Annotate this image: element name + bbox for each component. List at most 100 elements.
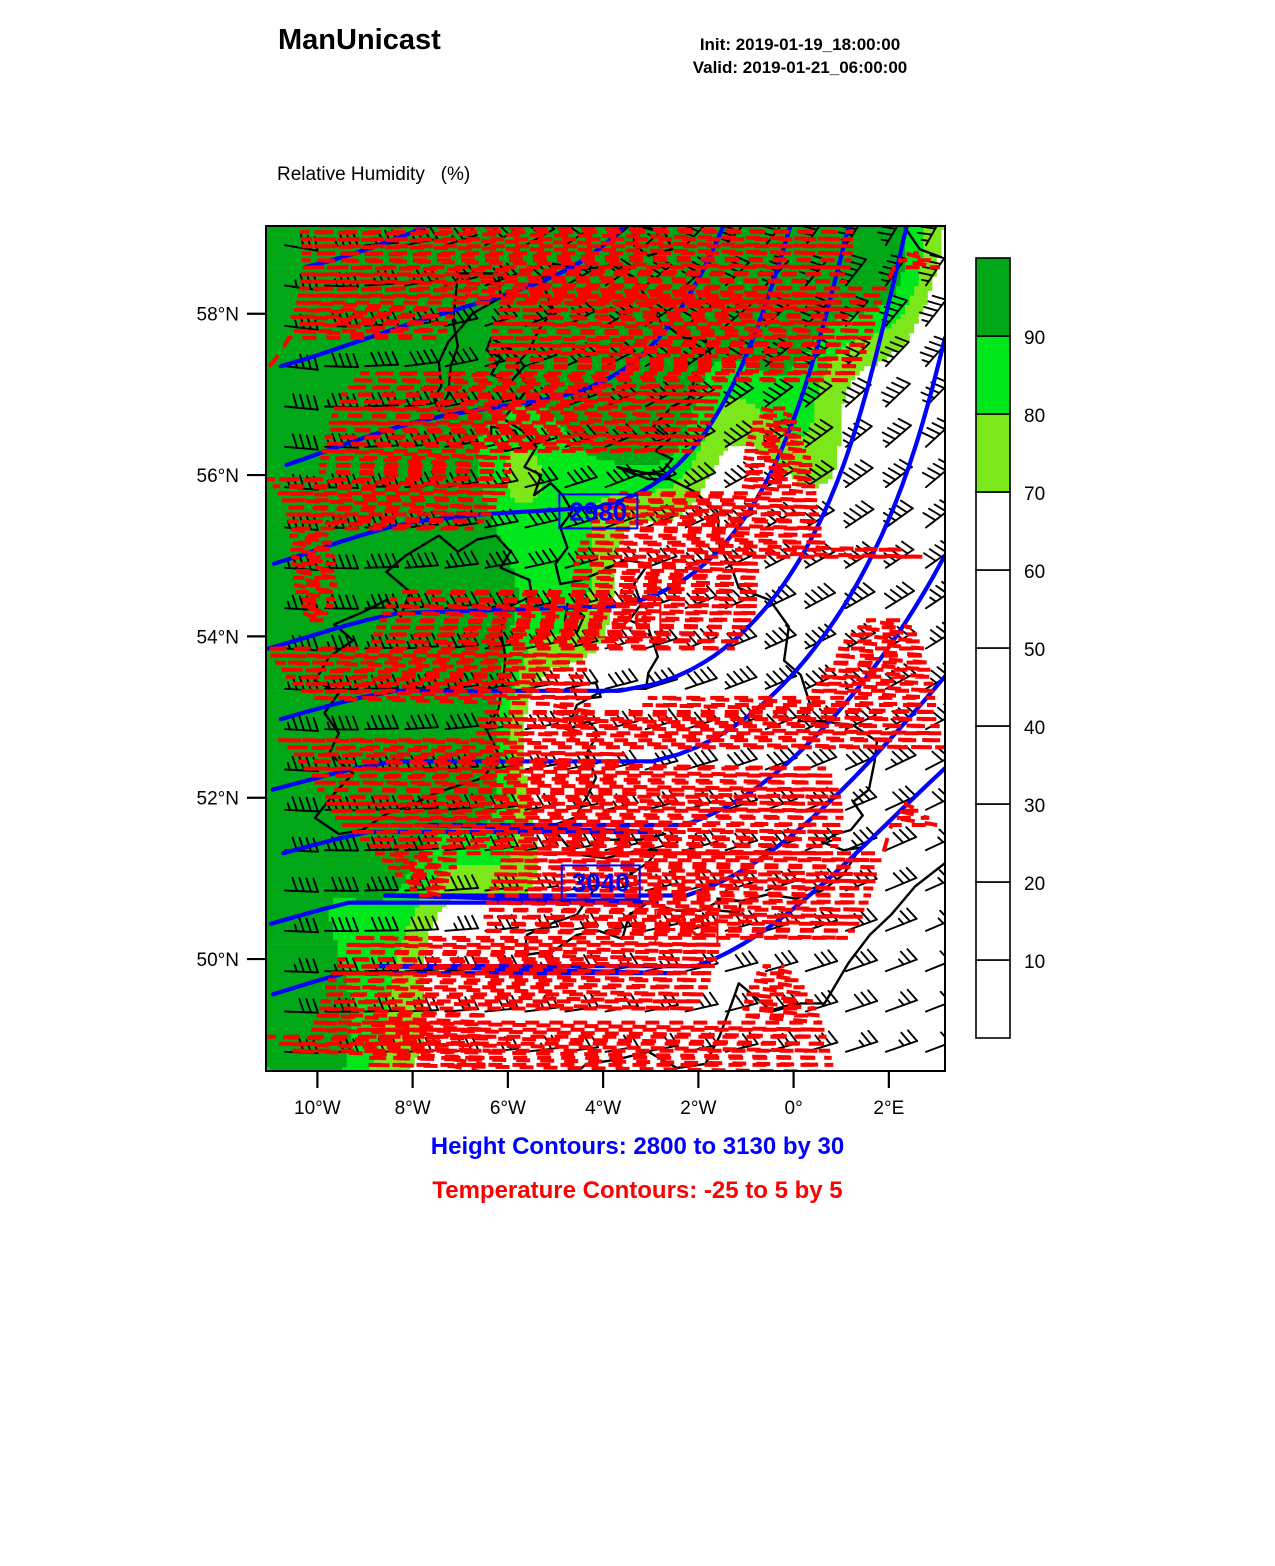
wind-barb bbox=[444, 914, 480, 932]
colorbar-cell-0-10 bbox=[975, 959, 1011, 1039]
wind-barb bbox=[284, 957, 319, 974]
height-label-0: 2980 bbox=[569, 496, 627, 526]
height-label-1-box bbox=[560, 864, 641, 901]
height-contour-caption: Height Contours: 2800 to 3130 by 30 bbox=[430, 1133, 845, 1160]
wind-barb bbox=[925, 744, 946, 771]
coastline-severn-inlet bbox=[604, 832, 667, 841]
coastline-outer-hebrides bbox=[432, 272, 502, 412]
temperature-contour--20 bbox=[265, 251, 941, 623]
wind-barb bbox=[880, 336, 910, 368]
temperature-contour-layer bbox=[265, 225, 946, 1072]
temperature-contour--15 bbox=[266, 406, 923, 743]
init-time: Init: 2019-01-19_18:00:00 bbox=[699, 35, 901, 54]
wind-barb bbox=[764, 624, 797, 650]
lat-label-52: 52°N bbox=[197, 789, 239, 810]
lat-label-54: 54°N bbox=[197, 627, 239, 648]
map-svg: 2980 3040 -20 -15 bbox=[265, 225, 946, 1072]
wind-barb bbox=[324, 876, 360, 892]
wind-barb bbox=[724, 950, 759, 973]
lat-label-56: 56°N bbox=[197, 466, 239, 487]
wind-barb bbox=[284, 998, 319, 1014]
lon-label--2: 2°W bbox=[680, 1098, 716, 1119]
page-title: ManUnicast bbox=[278, 24, 441, 56]
lat-label-58: 58°N bbox=[197, 305, 239, 326]
colorbar-label-20: 20 bbox=[1024, 874, 1045, 895]
colorbar-label-80: 80 bbox=[1024, 406, 1045, 427]
colorbar-label-50: 50 bbox=[1024, 640, 1045, 661]
wind-barb bbox=[364, 916, 400, 932]
colorbar-cell-90-100 bbox=[975, 257, 1011, 337]
colorbar-cell-70-80 bbox=[975, 413, 1011, 493]
height-label-1: 3040 bbox=[572, 867, 630, 897]
wind-barb bbox=[884, 826, 918, 852]
wind-barb bbox=[284, 917, 319, 934]
wind-barb bbox=[880, 376, 911, 408]
wind-barb bbox=[804, 949, 839, 973]
wind-barb bbox=[324, 715, 360, 731]
wind-barb bbox=[921, 417, 946, 448]
wind-barb bbox=[803, 582, 836, 610]
wind-barb bbox=[925, 581, 946, 610]
height-label-0-box bbox=[558, 493, 639, 530]
temperature-label-0: -20 bbox=[611, 605, 649, 635]
wind-barb bbox=[884, 948, 918, 973]
wind-barb bbox=[762, 378, 794, 408]
contour-label-layer: 2980 3040 -20 -15 bbox=[558, 493, 719, 945]
wind-barb bbox=[844, 1029, 879, 1053]
wind-barb bbox=[364, 714, 400, 731]
colorbar-label-10: 10 bbox=[1024, 952, 1045, 973]
wind-barb bbox=[921, 458, 946, 489]
wind-barb bbox=[324, 916, 360, 933]
wind-barb bbox=[884, 988, 918, 1013]
wind-barb bbox=[444, 874, 480, 892]
colorbar-cell-60-70 bbox=[975, 491, 1011, 571]
latitude-axis: 58°N 56°N 54°N 52°N 50°N bbox=[197, 305, 265, 971]
coastline-firth-inlet-forth bbox=[616, 465, 671, 477]
wind-barb bbox=[884, 866, 918, 892]
wind-barb bbox=[843, 500, 875, 529]
wind-barb bbox=[724, 747, 758, 771]
colorbar-cells bbox=[975, 257, 1011, 1039]
colorbar-tick-labels: 90 80 70 60 50 40 30 20 10 bbox=[1024, 328, 1045, 973]
colorbar-cell-40-50 bbox=[975, 647, 1011, 727]
lon-label--4: 4°W bbox=[585, 1098, 621, 1119]
colorbar-cell-80-90 bbox=[975, 335, 1011, 415]
wind-barb bbox=[884, 744, 917, 771]
colorbar-svg: 90 80 70 60 50 40 30 20 10 bbox=[975, 257, 1045, 1039]
colorbar-cell-30-40 bbox=[975, 725, 1011, 805]
wind-barb bbox=[284, 715, 319, 732]
colorbar-cell-10-20 bbox=[975, 881, 1011, 961]
wind-barb bbox=[324, 352, 360, 369]
wind-barb bbox=[884, 907, 918, 932]
colorbar-label-90: 90 bbox=[1024, 328, 1045, 349]
valid-time: Valid: 2019-01-21_06:00:00 bbox=[692, 58, 908, 78]
height-contour-3010 bbox=[278, 225, 909, 722]
wind-barb bbox=[564, 465, 598, 489]
temperature-label-1-box bbox=[654, 908, 719, 945]
temperature-contour-0 bbox=[364, 964, 836, 1072]
colorbar-cell-20-30 bbox=[975, 803, 1011, 883]
wind-barb bbox=[883, 581, 915, 610]
wind-barb bbox=[324, 554, 360, 570]
temperature-contour--5 bbox=[267, 801, 938, 1072]
map-axes: 58°N 56°N 54°N 52°N 50°N 10°W 8°W 6°W 4°W 2°W 0° 2… bbox=[197, 305, 905, 1119]
coastline-norway-fragment bbox=[901, 225, 943, 259]
temperature-contour--25 bbox=[267, 225, 854, 368]
colorbar-label-60: 60 bbox=[1024, 562, 1045, 583]
colorbar-label-70: 70 bbox=[1024, 484, 1045, 505]
wind-barb bbox=[842, 459, 874, 489]
wind-barb bbox=[881, 417, 912, 448]
wind-barb bbox=[683, 462, 717, 489]
colorbar-label-40: 40 bbox=[1024, 718, 1045, 739]
lat-label-50: 50°N bbox=[197, 950, 239, 971]
wind-barb bbox=[404, 348, 439, 368]
colorbar-label-30: 30 bbox=[1024, 796, 1045, 817]
wind-barb bbox=[284, 876, 319, 893]
forecast-times: Init: 2019-01-19_18:00:00 Valid: 2019-01… bbox=[640, 33, 960, 80]
wind-barb bbox=[364, 350, 400, 368]
wind-barb bbox=[918, 294, 946, 327]
lon-label-2: 2°E bbox=[873, 1098, 904, 1119]
temperature-contour--10 bbox=[277, 618, 946, 898]
height-contour-3100 bbox=[268, 674, 946, 926]
